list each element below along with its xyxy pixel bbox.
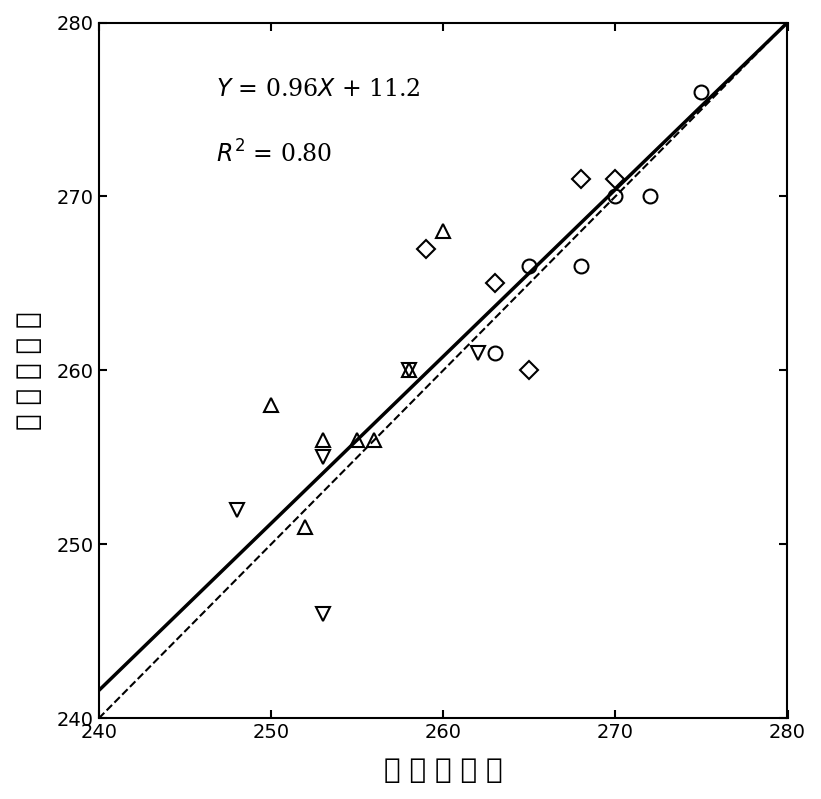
X-axis label: 实 测 成 熟 期: 实 测 成 熟 期 — [384, 756, 502, 784]
Text: $\mathit{Y}$ = 0.96$\mathit{X}$ + 11.2: $\mathit{Y}$ = 0.96$\mathit{X}$ + 11.2 — [216, 78, 420, 101]
Text: $\mathit{R}^{2}$ = 0.80: $\mathit{R}^{2}$ = 0.80 — [216, 141, 333, 168]
Y-axis label: 模 拟 成 熟 期: 模 拟 成 熟 期 — [15, 311, 43, 430]
